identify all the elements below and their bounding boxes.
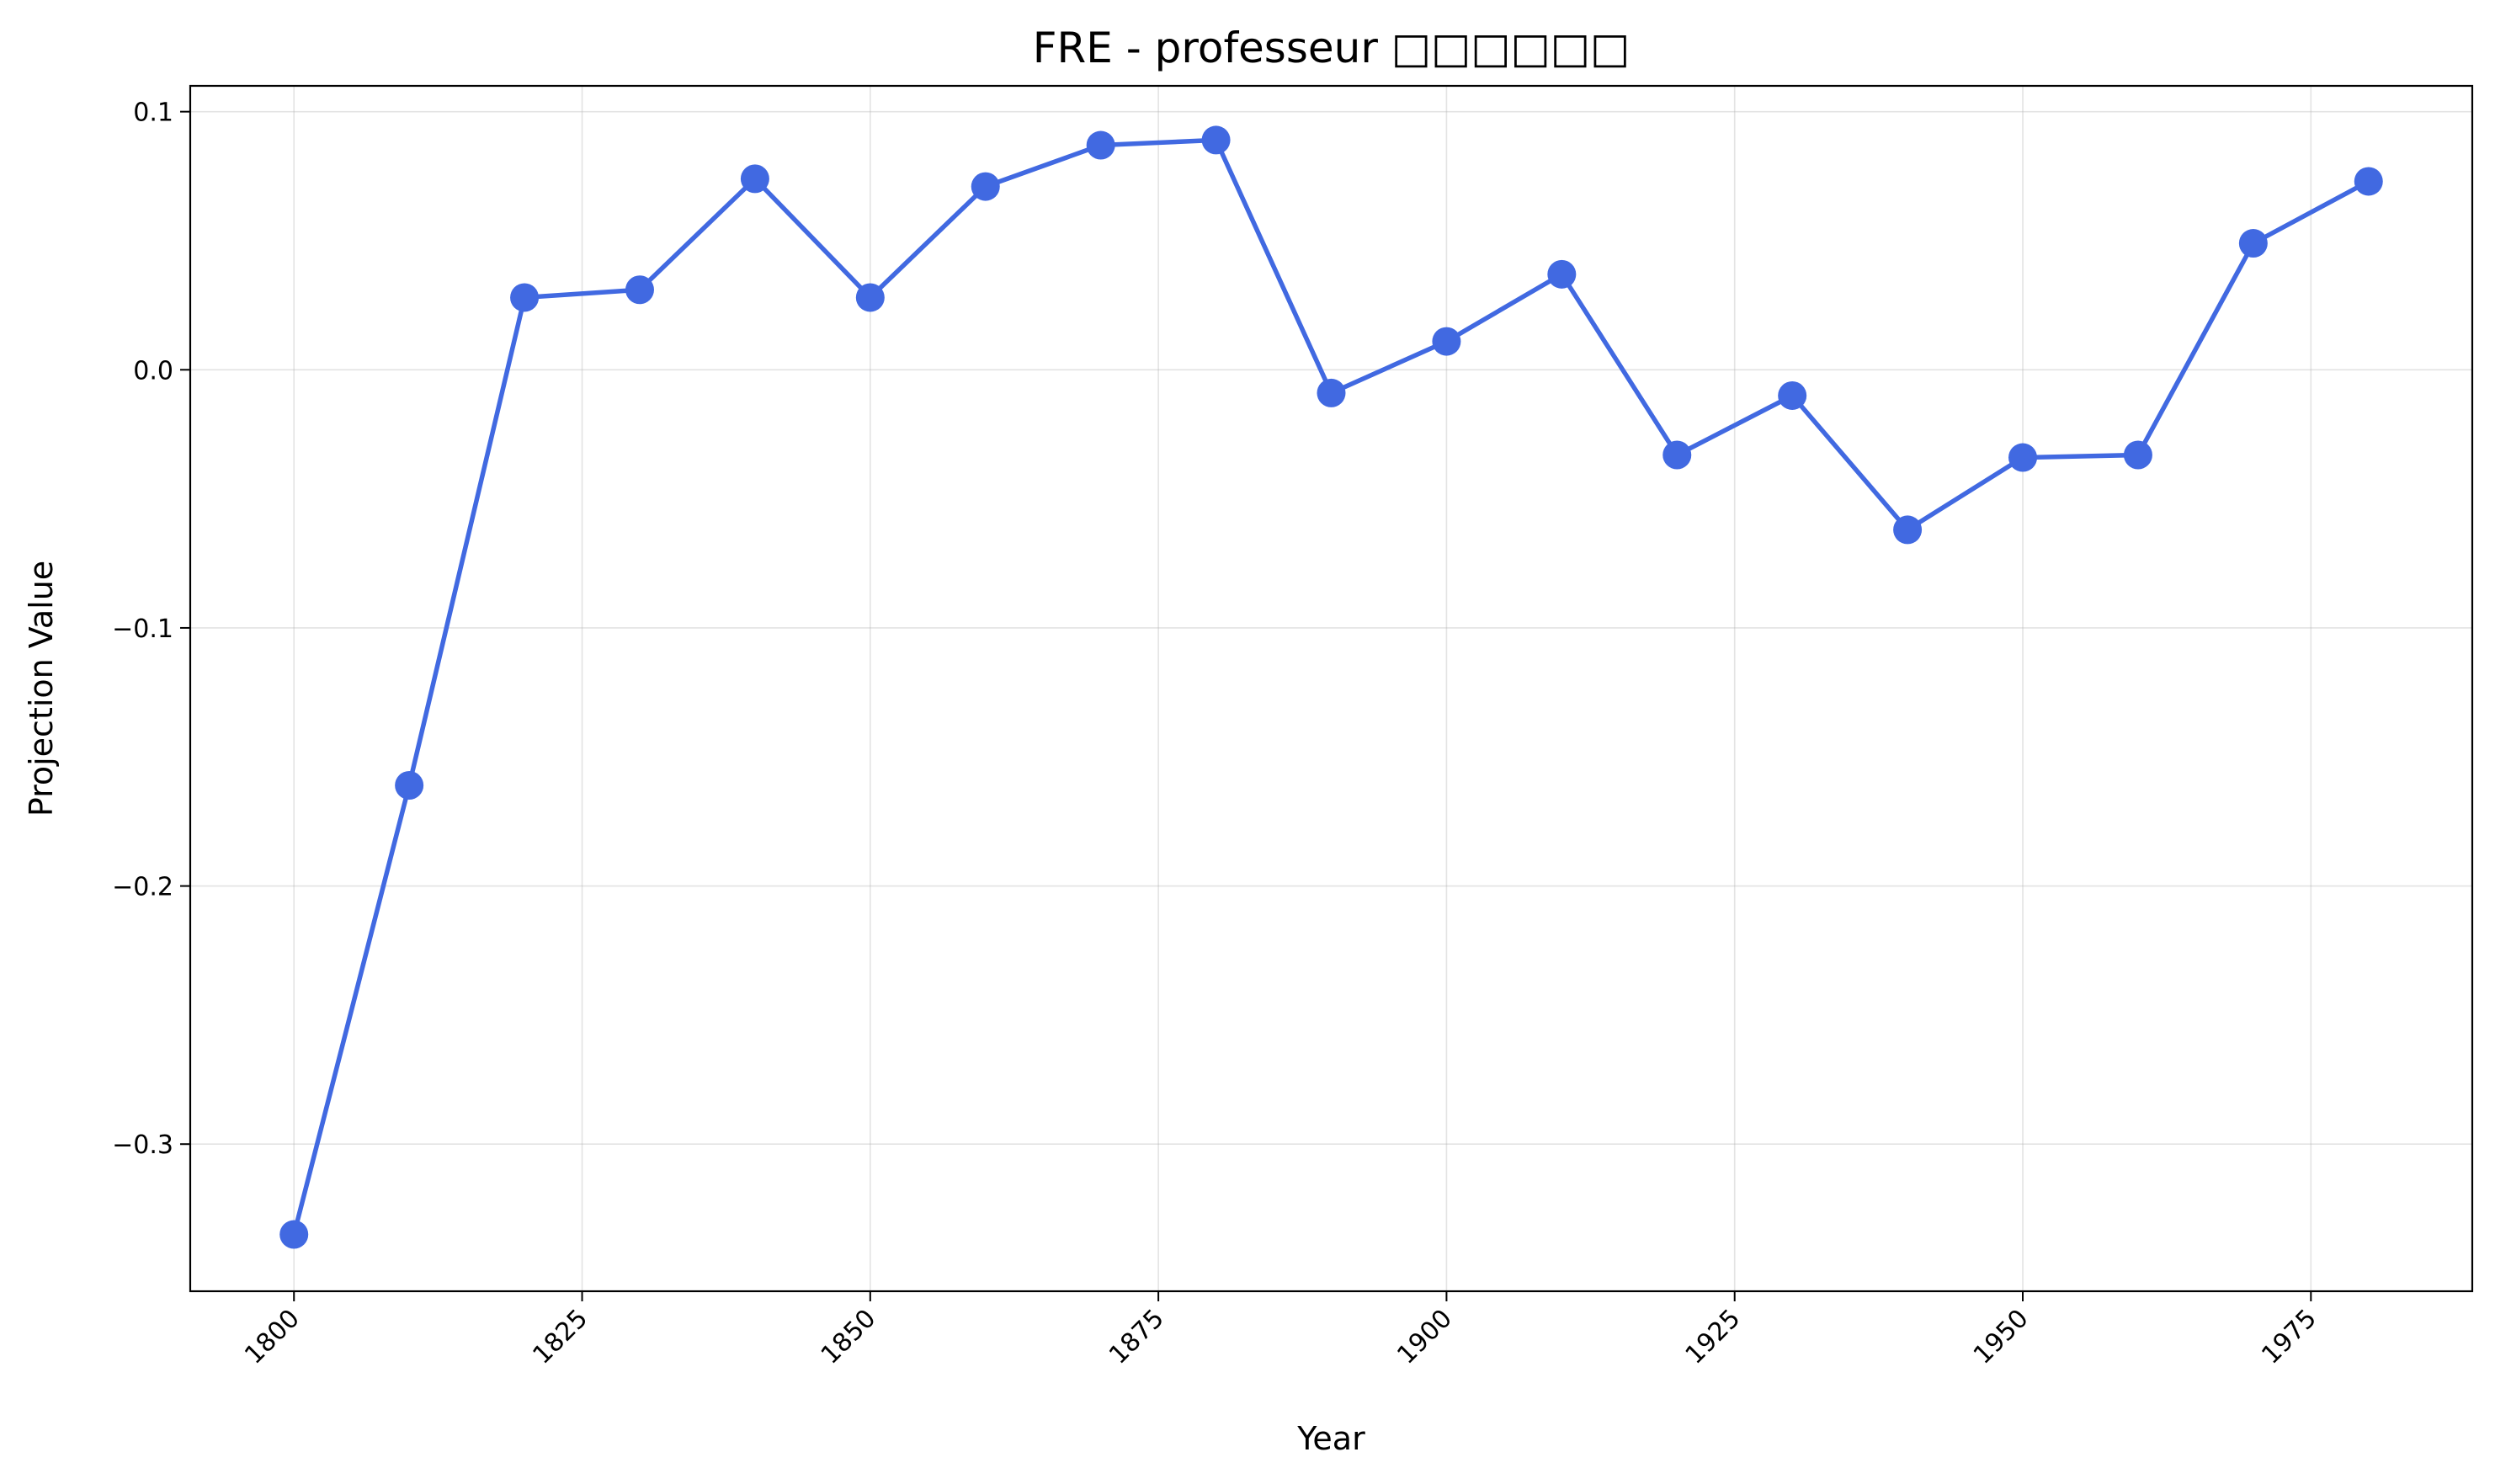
y-tick-label: 0.0 [133, 356, 173, 386]
data-point [1778, 380, 1807, 410]
data-point [1662, 440, 1692, 470]
y-axis-title: Projection Value [23, 561, 60, 816]
grid [190, 86, 2472, 1291]
data-point [1893, 515, 1923, 545]
data-point [855, 283, 885, 312]
data-point [1432, 327, 1461, 356]
data-point [2354, 167, 2383, 196]
data-point [395, 770, 424, 800]
chart-title: FRE - professeur □□□□□□ [1033, 24, 1631, 72]
data-point [510, 283, 540, 312]
series-line [279, 125, 2383, 1249]
x-axis-title: Year [1296, 1420, 1365, 1457]
data-point [1317, 378, 1346, 407]
data-point [740, 164, 769, 194]
data-point [2238, 229, 2268, 258]
y-tick-label: −0.1 [112, 614, 173, 644]
data-point [1547, 259, 1577, 289]
y-tick-label: −0.2 [112, 873, 173, 902]
data-point [971, 172, 1000, 201]
y-tick-label: 0.1 [133, 98, 173, 128]
y-tick-label: −0.3 [112, 1130, 173, 1160]
data-point [1201, 125, 1231, 155]
plot-frame [189, 84, 2474, 1293]
data-point [625, 275, 654, 305]
data-point [2123, 440, 2152, 470]
data-point [1086, 130, 1115, 160]
data-point [279, 1220, 309, 1249]
data-point [2008, 443, 2038, 472]
